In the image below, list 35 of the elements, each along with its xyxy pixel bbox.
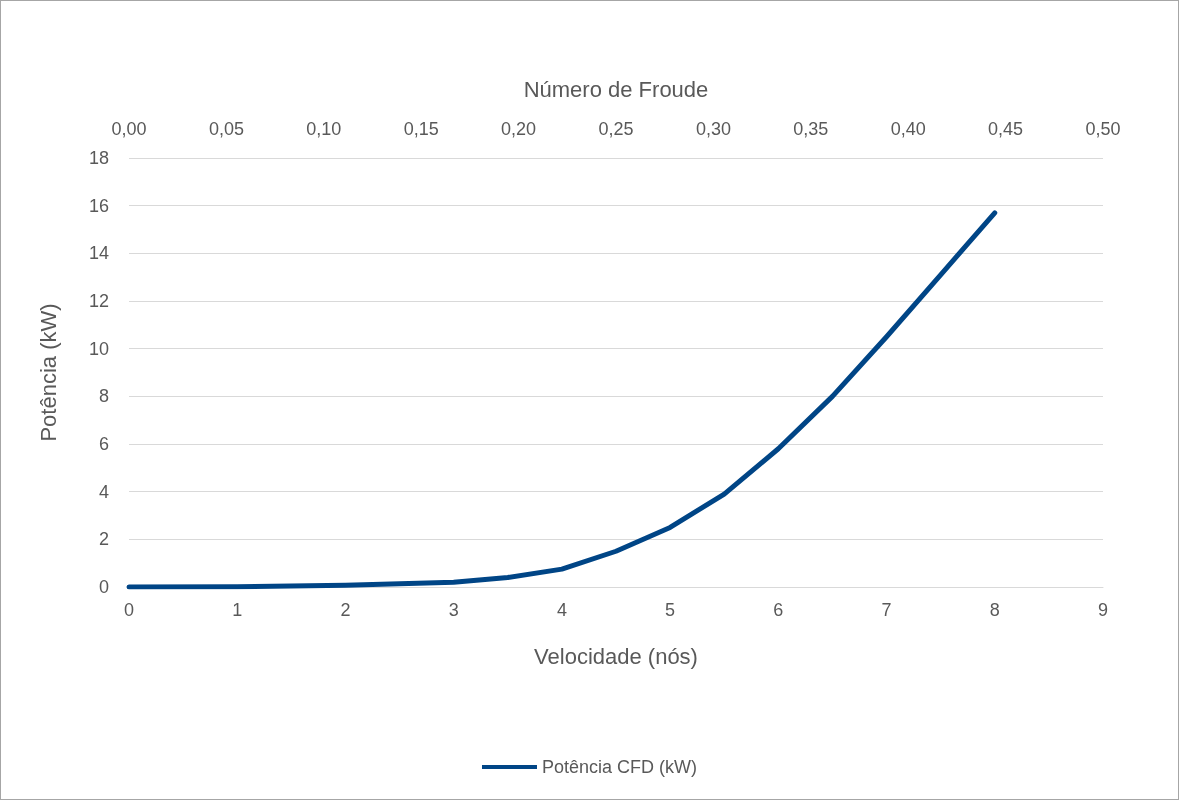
x2-tick-label: 0,20: [501, 119, 537, 139]
x-tick-label: 7: [881, 600, 892, 620]
y-tick-label: 8: [98, 386, 109, 407]
x-tick-label: 2: [340, 600, 351, 620]
x2-tick-label: 0,50: [1085, 119, 1121, 139]
x2-tick-label: 0,30: [695, 119, 731, 139]
x-tick-label: 6: [773, 600, 784, 620]
legend-label: Potência CFD (kW): [541, 757, 698, 777]
y-axis-title: Potência (kW): [35, 303, 61, 442]
x-tick-label: 1: [232, 600, 243, 620]
y-tick-label: 2: [98, 529, 109, 550]
x2-tick-label: 0,10: [306, 119, 342, 139]
x2-tick-label: 0,15: [403, 119, 439, 139]
y-tick-label: 0: [98, 577, 109, 597]
y-tick-label: 18: [88, 148, 109, 168]
x-tick-label: 0: [123, 600, 135, 620]
y-tick-label: 4: [98, 481, 109, 502]
y-tick-label: 12: [88, 291, 109, 311]
x2-tick-label: 0,35: [793, 119, 829, 139]
x2-tick-label: 0,05: [208, 119, 244, 139]
y-tick-label: 16: [88, 195, 109, 216]
x2-axis-title: Número de Froude: [523, 76, 709, 102]
x-tick-label: 3: [448, 600, 459, 620]
x2-tick-label: 0,00: [111, 119, 147, 139]
y-tick-label: 6: [98, 434, 109, 454]
x-axis-title: Velocidade (nós): [534, 643, 698, 669]
x2-tick-label: 0,45: [988, 119, 1024, 139]
x2-tick-label: 0,25: [598, 119, 634, 139]
x-tick-label: 8: [989, 600, 1000, 620]
x-tick-label: 4: [556, 600, 567, 620]
y-tick-label: 10: [88, 338, 109, 359]
x-tick-label: 5: [665, 600, 676, 620]
y-tick-label: 14: [88, 243, 109, 264]
x2-tick-label: 0,40: [890, 119, 926, 139]
x-tick-label: 9: [1097, 600, 1109, 620]
